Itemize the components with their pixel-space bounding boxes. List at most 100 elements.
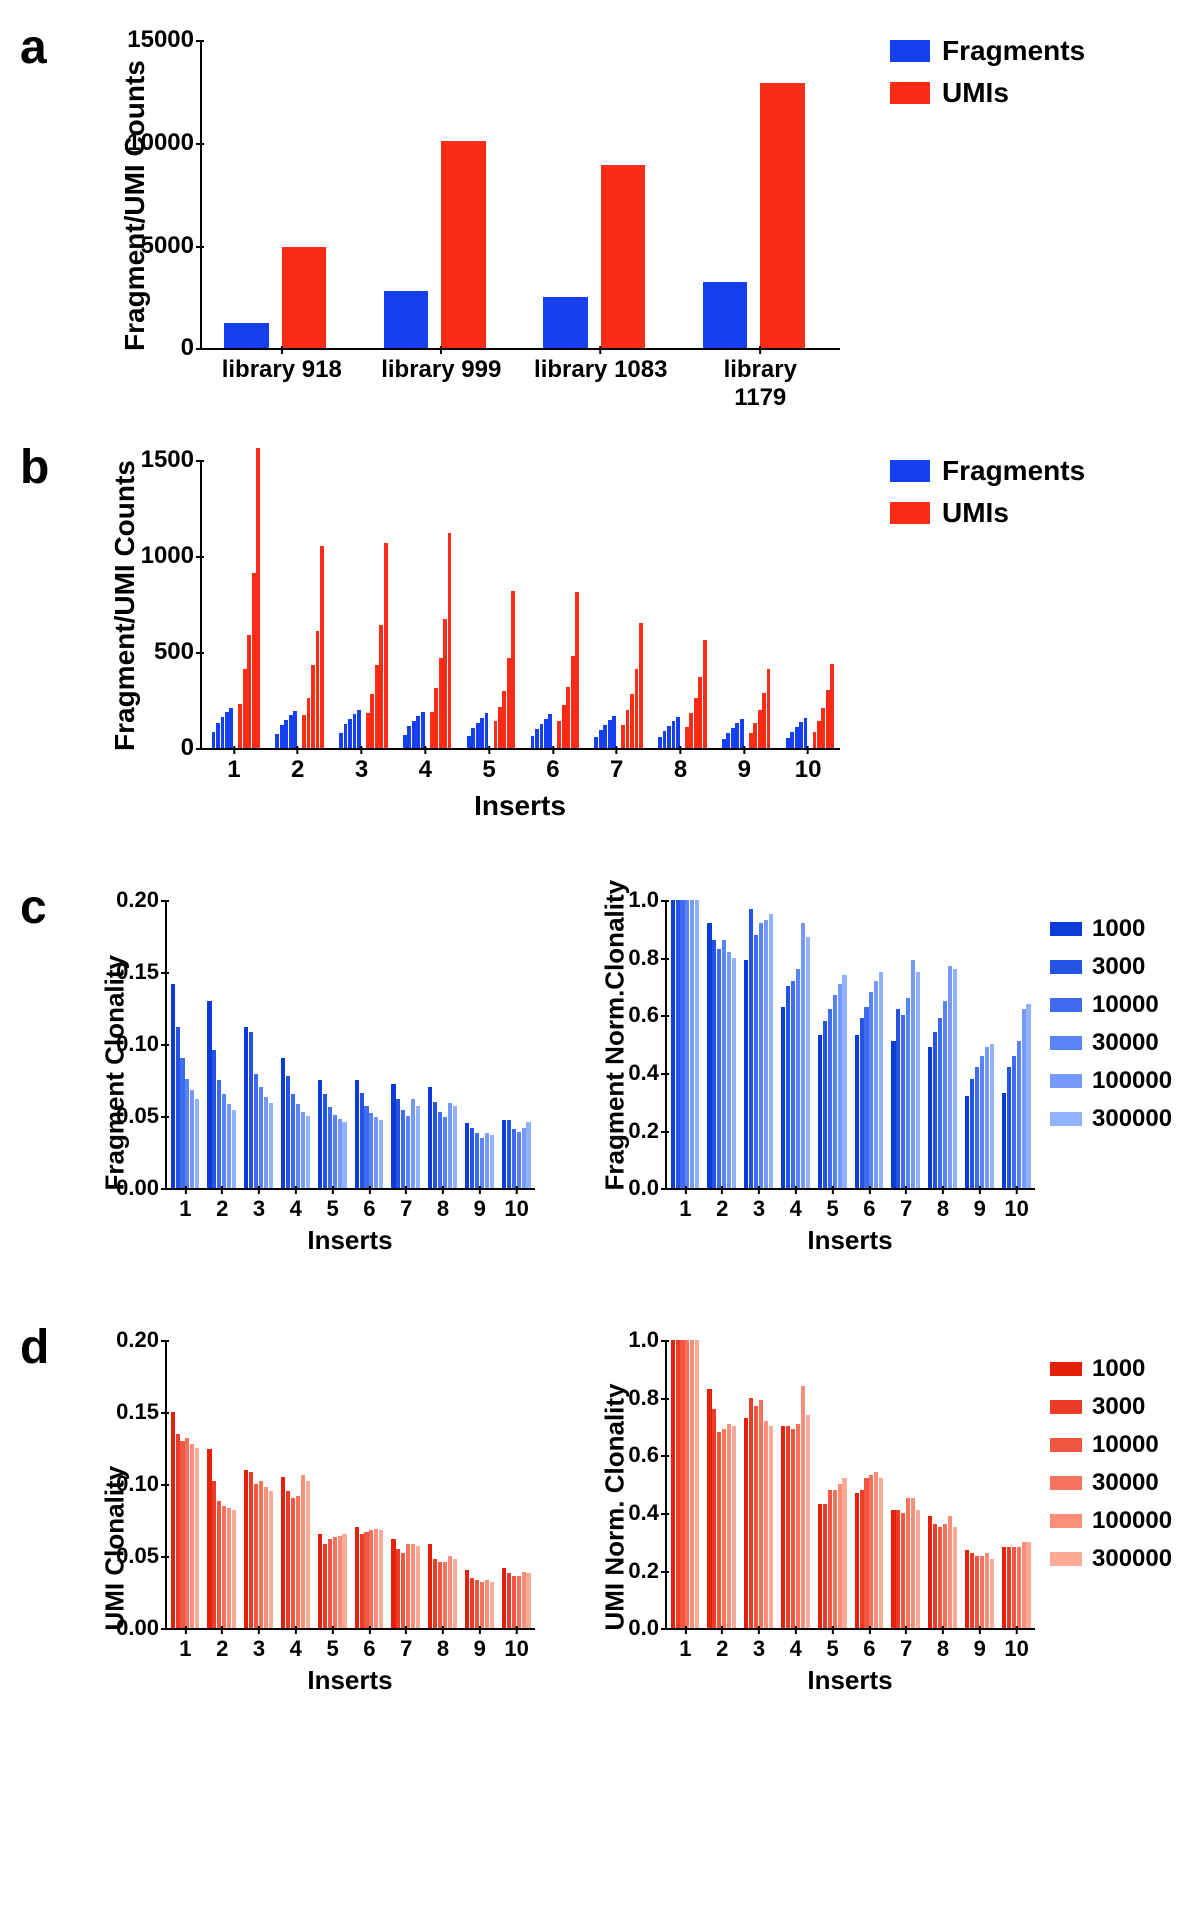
x-tick: 3 (753, 1628, 765, 1662)
bar (357, 710, 361, 748)
x-tick: 9 (974, 1188, 986, 1222)
x-tick: 7 (900, 1188, 912, 1222)
bar (344, 724, 348, 748)
legend-swatch (890, 82, 930, 104)
bar (342, 1122, 346, 1188)
bar (667, 726, 671, 748)
bar (575, 592, 579, 748)
bar (453, 1106, 457, 1188)
x-tick: 3 (253, 1188, 265, 1222)
bar (806, 937, 810, 1188)
bar (391, 1084, 395, 1188)
bar (353, 714, 357, 748)
bar (860, 1490, 864, 1628)
bar (838, 1484, 842, 1628)
legend-item: Fragments (890, 455, 1085, 487)
panel-b-ylabel: Fragment/UMI Counts (109, 461, 141, 751)
panel-d-legend: 100030001000030000100000300000 (1050, 1355, 1172, 1583)
bar (430, 712, 434, 748)
bar (195, 1448, 199, 1628)
bar (855, 1035, 859, 1188)
bar (953, 969, 957, 1188)
bar (379, 625, 383, 748)
x-tick: 4 (419, 748, 432, 784)
bar (749, 1398, 753, 1628)
bar (703, 640, 707, 748)
legend-item: 3000 (1050, 1393, 1172, 1421)
x-tick: 3 (753, 1188, 765, 1222)
bar (480, 1582, 484, 1628)
bar (421, 712, 425, 748)
legend-item: 300000 (1050, 1105, 1172, 1133)
x-tick: 1 (179, 1188, 191, 1222)
bar (259, 1481, 263, 1628)
bar (601, 165, 646, 348)
bar (1022, 1009, 1026, 1188)
bar (722, 1429, 726, 1628)
bar (689, 713, 693, 748)
bar (225, 712, 229, 748)
bar (732, 1426, 736, 1628)
bar (980, 1556, 984, 1628)
bar (749, 733, 753, 748)
bar (171, 1412, 175, 1628)
bar (280, 725, 284, 748)
bar (630, 694, 634, 748)
bar (311, 665, 315, 748)
x-tick: 7 (400, 1628, 412, 1662)
legend-label: UMIs (942, 77, 1009, 109)
x-tick: 8 (437, 1188, 449, 1222)
legend-label: 300000 (1092, 1545, 1172, 1573)
bar (217, 1080, 221, 1188)
bar (264, 1487, 268, 1628)
bar (732, 958, 736, 1188)
bar (980, 1056, 984, 1188)
bar (1012, 1056, 1016, 1188)
legend-item: 30000 (1050, 1029, 1172, 1057)
bar (296, 1496, 300, 1628)
bar (671, 900, 675, 1188)
bar (1026, 1004, 1030, 1188)
bar (906, 998, 910, 1188)
panel-b-label: b (20, 440, 49, 495)
bar (221, 717, 225, 748)
bar (480, 1138, 484, 1188)
x-tick: 1 (679, 1628, 691, 1662)
bar (281, 1058, 285, 1188)
bar (727, 1424, 731, 1628)
bar (828, 1490, 832, 1628)
bar (799, 722, 803, 748)
bar (726, 733, 730, 748)
panel-d-plot-2: 0.00.20.40.60.81.012345678910 (665, 1340, 1035, 1630)
bar (833, 1490, 837, 1628)
bar (603, 725, 607, 748)
bar (938, 1018, 942, 1188)
bar (548, 714, 552, 748)
bar (749, 909, 753, 1188)
legend-item: 10000 (1050, 1431, 1172, 1459)
x-tick: 7 (610, 748, 623, 784)
bar (247, 635, 251, 748)
bar (338, 1536, 342, 1628)
bar (307, 698, 311, 748)
bar (671, 1340, 675, 1628)
bar (339, 733, 343, 748)
bar (470, 1128, 474, 1188)
legend-swatch (890, 502, 930, 524)
bar (180, 1441, 184, 1628)
bar (370, 694, 374, 748)
x-tick: 9 (474, 1188, 486, 1222)
bar (707, 923, 711, 1188)
bar (364, 1106, 368, 1188)
bar (448, 533, 452, 748)
legend-label: 3000 (1092, 953, 1145, 981)
bar (366, 713, 370, 748)
x-tick: 9 (474, 1628, 486, 1662)
bar (301, 1112, 305, 1188)
bar (291, 1498, 295, 1628)
bar (948, 1516, 952, 1628)
panel-d-plot-1: 0.000.050.100.150.2012345678910 (165, 1340, 535, 1630)
bar (502, 1568, 506, 1628)
bar (690, 900, 694, 1188)
bar (384, 291, 429, 348)
